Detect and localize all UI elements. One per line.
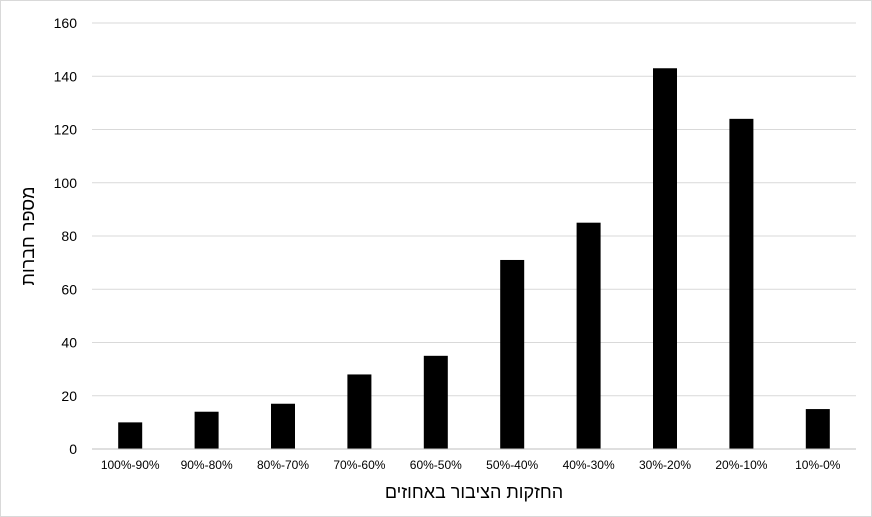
y-axis-title: מספר חברות (18, 187, 38, 286)
y-tick-label: 140 (54, 68, 78, 84)
y-axis-tick-labels: 0 20 40 60 80 100 120 140 160 (54, 15, 78, 457)
x-tick-label: 80%-70% (257, 458, 309, 472)
x-tick-label: 20%-10% (715, 458, 767, 472)
bars (118, 68, 830, 449)
bar (805, 409, 830, 449)
y-tick-label: 160 (54, 15, 78, 31)
gridlines (92, 22, 856, 397)
x-axis-tick-labels: 100%-90% 90%-80% 80%-70% 70%-60% 60%-50% 50%-… (101, 458, 841, 472)
x-tick-label: 90%-80% (181, 458, 233, 472)
y-tick-label: 40 (61, 335, 77, 351)
x-tick-label: 40%-30% (563, 458, 615, 472)
bar (576, 222, 601, 449)
y-tick-label: 100 (54, 175, 78, 191)
x-tick-label: 100%-90% (101, 458, 160, 472)
y-tick-label: 0 (69, 441, 77, 457)
bar (194, 411, 219, 449)
x-tick-label: 60%-50% (410, 458, 462, 472)
x-tick-label: 50%-40% (486, 458, 538, 472)
bar (118, 422, 143, 449)
x-tick-label: 10%-0% (795, 458, 841, 472)
bar (271, 403, 295, 449)
x-tick-label: 70%-60% (333, 458, 385, 472)
y-tick-label: 120 (54, 122, 78, 138)
bar (423, 355, 448, 449)
y-tick-label: 80 (61, 228, 77, 244)
x-tick-label: 30%-20% (639, 458, 691, 472)
bar (653, 68, 677, 449)
bar (347, 374, 372, 449)
y-tick-label: 60 (61, 281, 77, 297)
bar (500, 259, 525, 449)
y-tick-label: 20 (61, 388, 77, 404)
x-axis-title: החזקות הציבור באחוזים (385, 482, 563, 502)
bar (729, 118, 754, 449)
